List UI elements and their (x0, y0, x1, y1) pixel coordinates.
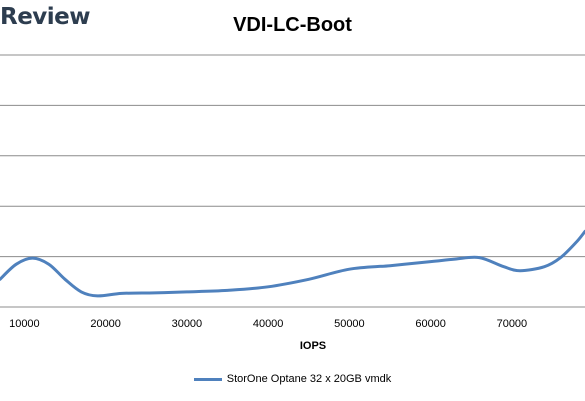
gridlines (0, 54, 585, 308)
review-watermark: Review (0, 4, 91, 30)
series-line-storone-optane (0, 229, 585, 298)
x-tick-label: 40000 (253, 318, 284, 330)
x-tick-label: 30000 (172, 318, 203, 330)
x-tick-label: 60000 (415, 318, 446, 330)
legend-swatch (193, 377, 222, 381)
x-tick-label: 10000 (9, 318, 40, 330)
legend: StorOne Optane 32 x 20GB vmdk (0, 373, 585, 385)
legend-label: StorOne Optane 32 x 20GB vmdk (226, 373, 392, 385)
x-tick-label: 70000 (497, 318, 528, 330)
x-axis-title: IOPS (300, 340, 326, 352)
chart-title: VDI-LC-Boot (233, 14, 352, 36)
x-tick-label: 50000 (334, 318, 365, 330)
x-tick-label: 20000 (90, 318, 121, 330)
x-tick-labels: 10000 20000 30000 40000 50000 60000 70000 (9, 318, 527, 330)
